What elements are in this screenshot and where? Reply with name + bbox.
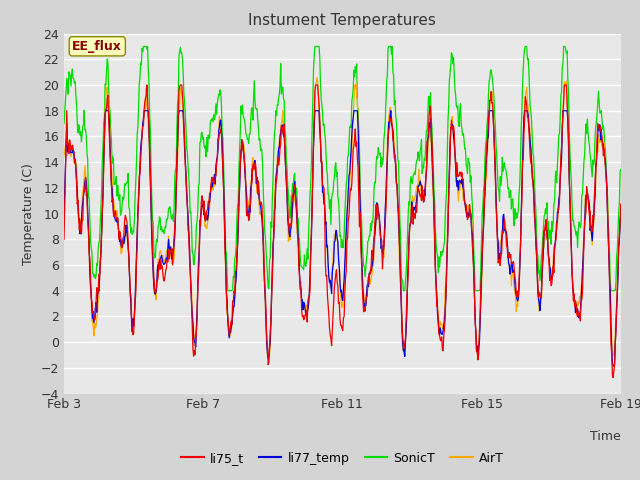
li77_temp [94,286,102,291]
AirT [399,348,407,354]
li77_temp [617,208,625,214]
SonicT [416,148,424,154]
li77_temp [399,340,406,346]
SonicT [484,114,492,120]
li75_t [609,375,617,381]
li77_temp [60,211,68,216]
li75_t [60,237,68,242]
Legend: li75_t, li77_temp, SonicT, AirT: li75_t, li77_temp, SonicT, AirT [176,447,509,469]
SonicT [385,44,392,49]
SonicT [94,247,102,253]
Line: AirT: AirT [64,77,621,355]
Line: SonicT: SonicT [64,47,621,291]
SonicT [541,211,548,217]
AirT [313,74,321,80]
AirT [264,352,271,358]
Title: Instument Temperatures: Instument Temperatures [248,13,436,28]
AirT [385,115,392,121]
li75_t [617,201,625,207]
li77_temp [102,108,109,114]
li77_temp [483,149,491,155]
AirT [416,176,424,182]
AirT [94,299,102,305]
SonicT [140,44,147,49]
li77_temp [540,228,548,233]
SonicT [224,288,232,294]
li75_t [540,232,548,238]
li75_t [399,333,406,339]
li77_temp [610,363,618,369]
Line: li77_temp: li77_temp [64,111,621,366]
SonicT [60,121,68,127]
Text: Time: Time [590,430,621,443]
AirT [617,213,625,218]
li77_temp [415,181,423,187]
li77_temp [384,134,392,140]
SonicT [617,167,625,172]
li75_t [143,82,151,88]
Line: li75_t: li75_t [64,85,621,378]
AirT [60,153,68,158]
AirT [484,142,492,148]
Y-axis label: Temperature (C): Temperature (C) [22,163,35,264]
Text: EE_flux: EE_flux [72,40,122,53]
SonicT [399,288,407,294]
li75_t [483,139,491,144]
AirT [541,233,548,239]
li75_t [94,290,102,296]
li75_t [384,137,392,143]
li75_t [415,189,423,195]
